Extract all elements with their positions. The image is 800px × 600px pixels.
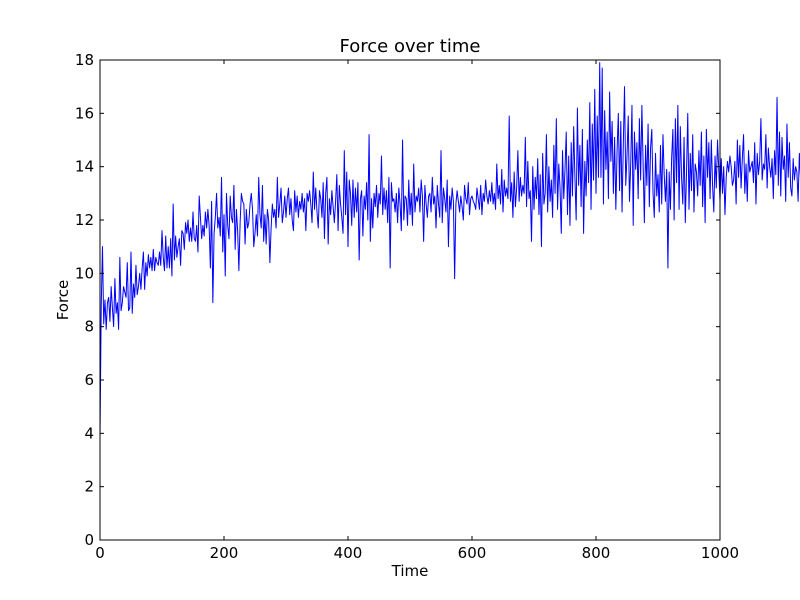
plot-area: [100, 60, 720, 540]
y-tick-label: 14: [75, 158, 94, 176]
y-tick-label: 10: [75, 264, 94, 282]
series-line-0: [99, 62, 800, 439]
x-tick-label: 200: [210, 544, 239, 562]
y-tick-label: 0: [84, 531, 94, 549]
y-tick-label: 8: [84, 318, 94, 336]
y-tick-label: 18: [75, 51, 94, 69]
y-tick-label: 2: [84, 478, 94, 496]
y-tick-label: 12: [75, 211, 94, 229]
x-tick-label: 1000: [701, 544, 739, 562]
axes-frame: [99, 59, 721, 541]
y-tick-label: 4: [84, 424, 94, 442]
chart-title: Force over time: [340, 36, 481, 57]
x-axis-label: Time: [391, 562, 429, 580]
x-tick-label: 400: [334, 544, 363, 562]
y-axis-label: Force: [54, 280, 72, 321]
x-tick-label: 0: [95, 544, 105, 562]
x-tick-label: 800: [582, 544, 611, 562]
x-tick-label: 600: [458, 544, 487, 562]
y-tick-label: 16: [75, 104, 94, 122]
y-tick-label: 6: [84, 371, 94, 389]
series-layer: [99, 62, 800, 439]
